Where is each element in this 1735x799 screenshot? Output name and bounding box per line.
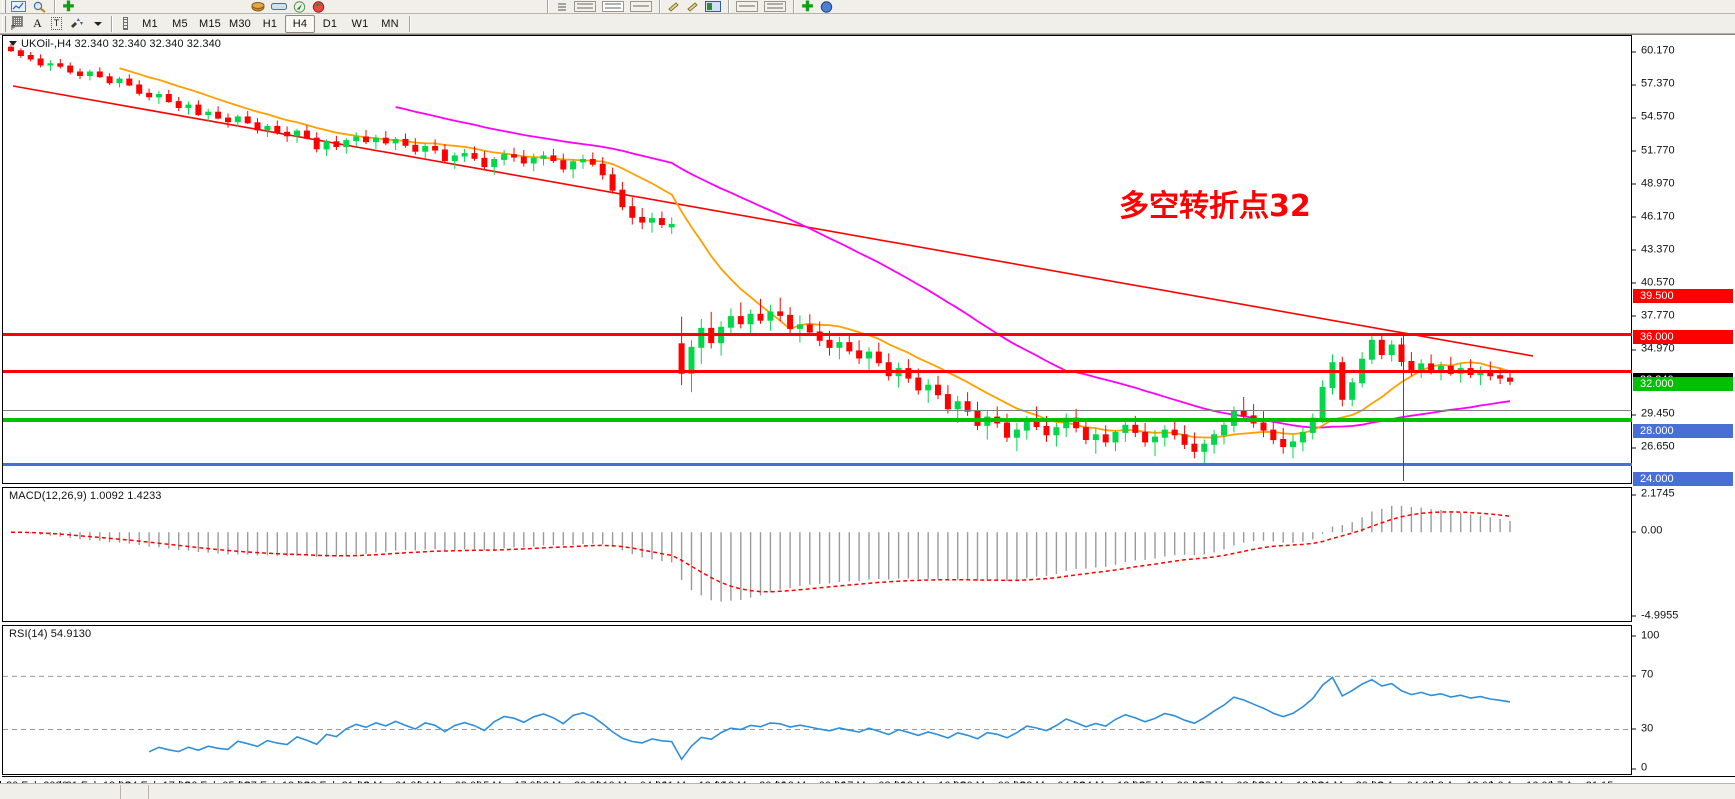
price-tick-29.450: 29.450: [1632, 408, 1735, 420]
text-label-icon[interactable]: T: [47, 15, 66, 33]
level-line-39500[interactable]: [3, 333, 1632, 336]
timeframe-mn[interactable]: MN: [381, 17, 399, 30]
macd-pane[interactable]: MACD(12,26,9) 1.0092 1.4233: [2, 487, 1633, 622]
price-tick-43.370: 43.370: [1632, 244, 1735, 255]
price-badge-24.000[interactable]: 24.000: [1633, 471, 1733, 486]
price-badge-36.000[interactable]: 36.000: [1633, 329, 1733, 344]
bar-chart-icon[interactable]: [571, 0, 599, 13]
price-tick-60.170: 60.170: [1632, 45, 1735, 57]
rsi-pane[interactable]: RSI(14) 54.9130: [2, 625, 1633, 775]
magnifier-icon[interactable]: [29, 0, 50, 13]
globe-icon[interactable]: [817, 0, 836, 13]
line-chart-icon[interactable]: [627, 0, 655, 13]
toolbar-separator-4: [728, 0, 729, 13]
price-tick-48.970: 48.970: [1632, 178, 1735, 189]
timeframe-h4[interactable]: H4: [285, 14, 315, 33]
toolbar-separator-3: [659, 0, 660, 13]
autoscroll-icon[interactable]: [702, 0, 724, 13]
vertical-marker-line: [1403, 336, 1404, 481]
chart-icon[interactable]: [8, 0, 29, 13]
price-tick-34.970: 34.970: [1632, 343, 1735, 355]
align-icon[interactable]: [552, 0, 571, 13]
timeframe-m15[interactable]: M15: [199, 17, 221, 30]
rsi-tick-100: 100: [1632, 630, 1735, 641]
macd-scale[interactable]: 2.1745 0.00 -4.9955: [1631, 487, 1735, 622]
toolbar-sep-end: [409, 15, 410, 32]
toolbar-separator-2: [547, 0, 548, 13]
shapes-icon[interactable]: [66, 15, 88, 33]
status-cell-2: [148, 784, 1735, 799]
toolbar-main-grip[interactable]: [2, 15, 6, 32]
toolbar-top-partial[interactable]: ✚: [0, 0, 1735, 14]
chart-annotation-text[interactable]: 多空转折点32: [1119, 189, 1311, 224]
macd-chart-svg: [10, 505, 1511, 602]
toolbar-grip[interactable]: [2, 0, 6, 13]
timeframe-m5[interactable]: M5: [172, 17, 188, 30]
price-tick-51.770: 51.770: [1632, 145, 1735, 156]
macd-pane-label: MACD(12,26,9) 1.0092 1.4233: [9, 490, 162, 502]
price-pane[interactable]: UKOil-,H4 32.340 32.340 32.340 32.340: [2, 35, 1633, 484]
navigator-icon[interactable]: [290, 0, 309, 13]
timeframe-group[interactable]: M1 M5 M15 M30 H1 H4 D1 W1 MN: [135, 14, 405, 33]
price-badge-28.000[interactable]: 28.000: [1633, 424, 1733, 439]
price-badge-32.000[interactable]: 32.000: [1633, 377, 1733, 392]
timeframe-d1[interactable]: D1: [322, 17, 338, 30]
terminal-icon[interactable]: [268, 0, 290, 13]
rsi-tick-70: 70: [1632, 669, 1735, 681]
rsi-scale[interactable]: 100 70 30 0: [1631, 625, 1735, 775]
price-pane-label: UKOil-,H4 32.340 32.340 32.340 32.340: [9, 38, 221, 50]
level-line-36000[interactable]: [3, 370, 1632, 373]
expert-icon[interactable]: [248, 0, 268, 13]
toolbar-separator-5: [793, 0, 794, 13]
add-icon[interactable]: ✚: [62, 0, 75, 14]
price-tick-26.650: 26.650: [1632, 441, 1735, 453]
timeframe-m1[interactable]: M1: [142, 17, 158, 30]
price-tick-57.370: 57.370: [1632, 78, 1735, 90]
chevron-down-icon[interactable]: [88, 15, 107, 33]
timeframe-m30[interactable]: M30: [229, 17, 251, 30]
shift-icon[interactable]: [733, 0, 761, 13]
timeframe-w1[interactable]: W1: [351, 17, 369, 30]
toolbar-sep-tf: [111, 15, 112, 32]
price-tick-40.570: 40.570: [1632, 277, 1735, 288]
crosshair-icon[interactable]: F: [8, 15, 28, 33]
price-badge-39.500[interactable]: 39.500: [1633, 288, 1733, 303]
macd-tick-2.1745: 2.1745: [1632, 488, 1735, 500]
level-line-3234-price: [3, 410, 1632, 411]
price-scale[interactable]: 60.170 57.370 54.570 51.770 48.970 46.170 43.3…: [1631, 35, 1735, 486]
text-A-icon[interactable]: A: [33, 16, 42, 30]
price-chart-svg: [8, 43, 1534, 466]
zoom-in-icon[interactable]: [664, 0, 683, 13]
toolbar-separator: [54, 0, 55, 13]
rsi-pane-label: RSI(14) 54.9130: [9, 628, 92, 640]
grid-toggle-icon[interactable]: [761, 0, 789, 13]
price-tick-37.770: 37.770: [1632, 310, 1735, 321]
candle-chart-icon[interactable]: [599, 0, 627, 13]
zoom-out-icon[interactable]: [683, 0, 702, 13]
price-tick-46.170: 46.170: [1632, 211, 1735, 222]
rsi-chart-svg: [3, 675, 1632, 761]
status-cell-1: [120, 784, 148, 799]
status-bar: [0, 783, 1735, 799]
toolbar-main[interactable]: F A T M1 M5 M15 M30 H1 H4 D1 W1 MN: [0, 14, 1735, 34]
price-tick-54.570: 54.570: [1632, 111, 1735, 123]
level-line-28000[interactable]: [3, 463, 1632, 466]
collapse-triangle-icon[interactable]: [9, 40, 17, 46]
macd-tick--4.9955: -4.9955: [1632, 610, 1735, 621]
indicator-add-icon[interactable]: ✚: [801, 0, 814, 14]
rsi-tick-30: 30: [1632, 723, 1735, 734]
timeframe-h1[interactable]: H1: [262, 17, 278, 30]
chart-canvas-area[interactable]: UKOil-,H4 32.340 32.340 32.340 32.340 MA…: [0, 34, 1735, 799]
level-line-32000[interactable]: [3, 418, 1632, 422]
help-icon[interactable]: [309, 0, 328, 13]
rsi-tick-0: 0: [1632, 762, 1735, 774]
period-separator-icon[interactable]: [116, 15, 135, 33]
macd-tick-0.00: 0.00: [1632, 525, 1735, 537]
